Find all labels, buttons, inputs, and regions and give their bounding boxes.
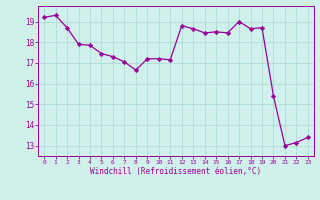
X-axis label: Windchill (Refroidissement éolien,°C): Windchill (Refroidissement éolien,°C) [91,167,261,176]
